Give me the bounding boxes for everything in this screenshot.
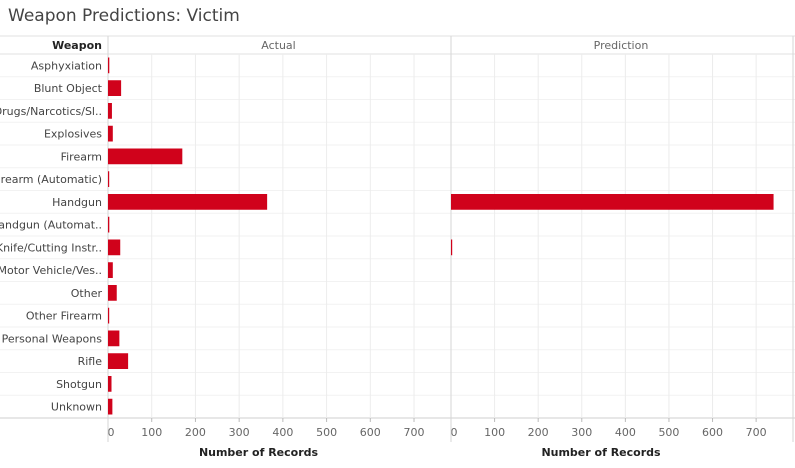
category-label: Handgun (Automat..	[0, 219, 102, 232]
tick-label: 400	[272, 426, 293, 439]
tick-label: 300	[229, 426, 250, 439]
bar	[108, 103, 112, 119]
row-header: Weapon	[52, 39, 102, 52]
category-label: Blunt Object	[34, 82, 103, 95]
category-label: Other Firearm	[26, 310, 102, 323]
x-axis-title: Number of Records	[541, 446, 661, 459]
tick-label: 600	[360, 426, 381, 439]
tick-label: 700	[404, 426, 425, 439]
tick-label: 400	[615, 426, 636, 439]
tick-label: 600	[702, 426, 723, 439]
bar	[108, 125, 113, 142]
tick-label: 500	[316, 426, 337, 439]
tick-label: 500	[658, 426, 679, 439]
bar	[451, 194, 774, 210]
category-label: Firearm	[61, 150, 102, 163]
x-axis-title: Number of Records	[199, 446, 319, 459]
panel-header: Prediction	[594, 39, 649, 52]
bar	[108, 262, 113, 278]
category-label: Knife/Cutting Instr..	[0, 241, 102, 254]
category-label: Handgun	[52, 196, 102, 209]
bar	[108, 285, 117, 301]
bar	[108, 376, 112, 392]
bar	[108, 148, 183, 165]
category-label: Shotgun	[56, 378, 102, 391]
bar	[108, 171, 110, 187]
tick-label: 100	[484, 426, 505, 439]
tick-label: 0	[451, 426, 458, 439]
category-label: Motor Vehicle/Ves..	[0, 264, 102, 277]
category-label: Explosives	[44, 128, 102, 141]
category-label: Drugs/Narcotics/Sl..	[0, 105, 102, 118]
bar	[108, 307, 110, 324]
tick-label: 0	[108, 426, 115, 439]
chart-title: Weapon Predictions: Victim	[8, 6, 240, 26]
panel-header: Actual	[261, 39, 295, 52]
tick-label: 200	[528, 426, 549, 439]
tick-label: 200	[185, 426, 206, 439]
category-label: Personal Weapons	[2, 332, 103, 345]
category-label: Unknown	[51, 401, 102, 414]
category-label: Asphyxiation	[31, 59, 102, 72]
bar	[108, 353, 129, 369]
bar	[108, 216, 110, 233]
tick-label: 100	[141, 426, 162, 439]
tick-label: 700	[746, 426, 767, 439]
bar	[108, 57, 110, 74]
bar	[451, 239, 453, 256]
category-label: Rifle	[78, 355, 103, 368]
bar	[108, 80, 122, 96]
bar	[108, 330, 120, 347]
category-label: Firearm (Automatic)	[0, 173, 102, 186]
bar	[108, 239, 121, 256]
tick-label: 300	[571, 426, 592, 439]
category-label: Other	[71, 287, 103, 300]
bar	[108, 398, 113, 415]
bar	[108, 194, 268, 210]
